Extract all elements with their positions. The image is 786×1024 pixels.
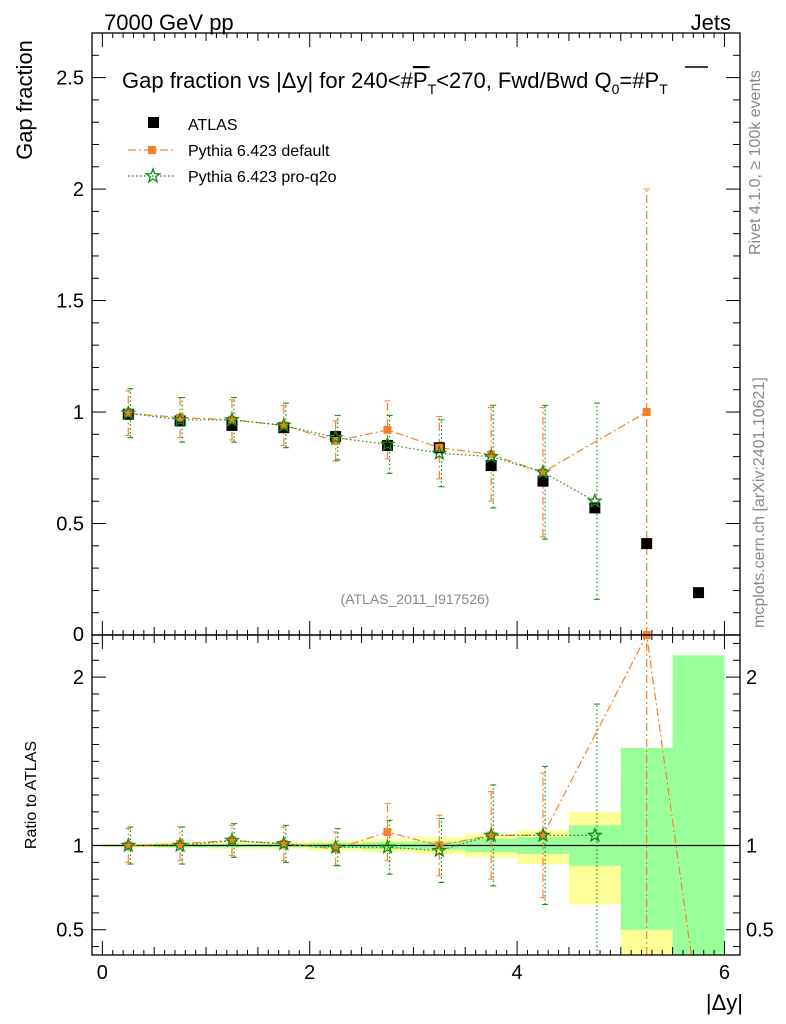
legend: ATLAS Pythia 6.423 default Pythia 6.423 … [128, 117, 337, 186]
ratio-default-point-4 [331, 844, 340, 853]
ratio-ytick-label-left-0: 0.5 [56, 920, 84, 942]
legend-label-default: Pythia 6.423 default [188, 143, 330, 160]
proq2o-point-1 [172, 411, 189, 427]
data-markers [120, 404, 705, 858]
atlas-point-7 [485, 460, 497, 472]
chart-title: Gap fraction vs |Δy| for 240<#PT<270, Fw… [122, 68, 668, 97]
ratio-axis-label: Ratio to ATLAS [23, 741, 40, 849]
default-point-5 [383, 425, 392, 434]
ratio-default-point-0 [124, 841, 133, 850]
top-ytick-label-0: 0.5 [56, 514, 84, 536]
ratio-uncertainty-bands [102, 655, 725, 955]
ratio-proq2o-point-3 [275, 835, 292, 851]
ratio-ytick-label-left-1: 1 [73, 836, 84, 858]
ratio-default-point-3 [279, 839, 288, 848]
xtick-label-2: 4 [512, 962, 523, 984]
top-ytick-label-1: 1 [73, 402, 84, 424]
ratio-proq2o-point-6 [431, 842, 448, 858]
ratio-ytick-label-right-2: 2 [746, 667, 757, 689]
proq2o-point-2 [224, 411, 240, 427]
ratio-default-point-1 [176, 839, 185, 848]
top-ytick-label-zero: 0 [73, 624, 84, 646]
proq2o-point-3 [275, 417, 292, 433]
ratio-proq2o-point-8 [535, 827, 551, 843]
ratio-ytick-label-right-1: 1 [746, 836, 757, 858]
proq2o-point-0 [120, 404, 137, 420]
ratio-ytick-label-right-0: 0.5 [746, 920, 774, 942]
header-left: 7000 GeV pp [104, 10, 234, 35]
proq2o-point-9 [586, 492, 603, 509]
xtick-label-3: 6 [719, 962, 730, 984]
axis-ticks: 0.5 1 1.5 2 2.5 0 0.5 0.5 1 1 2 2 0 2 4 6 [56, 32, 774, 984]
line-default [128, 411, 648, 473]
green-band-11 [672, 655, 725, 955]
legend-label-atlas: ATLAS [188, 117, 238, 134]
xtick-label-0: 0 [97, 962, 108, 984]
ratio-proq2o-point-4 [327, 838, 344, 855]
ratio-default-point-7 [487, 831, 496, 840]
header-right: Jets [691, 10, 731, 35]
default-point-1 [176, 413, 185, 422]
proq2o-point-6 [431, 444, 448, 460]
ratio-proq2o-point-0 [120, 837, 137, 853]
y-axis-label: Gap fraction [12, 40, 37, 160]
legend-marker-proq2o [144, 167, 162, 184]
default-point-0 [124, 409, 133, 418]
atlas-point-9 [589, 502, 601, 514]
atlas-point-4 [330, 431, 342, 443]
legend-marker-atlas [148, 117, 159, 128]
default-point-9 [642, 408, 651, 417]
default-point-2 [227, 415, 236, 424]
proq2o-point-7 [483, 448, 500, 464]
line-proq2o [128, 412, 596, 502]
ratio-default-point-8 [539, 831, 548, 840]
default-point-3 [279, 421, 288, 430]
top-ytick-label-4: 2.5 [56, 68, 84, 90]
proq2o-point-8 [535, 463, 551, 479]
proq2o-point-4 [327, 429, 344, 445]
top-ytick-label-2: 1.5 [56, 291, 84, 313]
default-point-8 [539, 468, 548, 477]
x-axis-label: |Δy| [706, 990, 743, 1015]
legend-label-proq2o: Pythia 6.423 pro-q2o [188, 169, 337, 186]
xtick-label-1: 2 [304, 962, 315, 984]
ratio-default-point-2 [227, 836, 236, 845]
analysis-id: (ATLAS_2011_I917526) [341, 591, 490, 607]
ratio-ytick-label-left-2: 2 [73, 667, 84, 689]
top-ytick-label-3: 2 [73, 179, 84, 201]
ratio-proq2o-point-1 [172, 837, 189, 853]
atlas-point-11 [693, 587, 705, 599]
atlas-point-5 [381, 439, 393, 451]
proq2o-point-5 [379, 436, 396, 452]
atlas-point-8 [537, 475, 549, 487]
chart-texts: 7000 GeV pp Jets Gap fraction Ratio to A… [12, 10, 768, 1015]
ratio-proq2o-point-2 [224, 832, 240, 848]
ratio-proq2o-point-5 [379, 838, 396, 855]
default-point-7 [487, 450, 496, 459]
atlas-point-2 [226, 419, 238, 431]
ratio-proq2o-point-9 [586, 827, 603, 843]
mcplots-label: mcplots.cern.ch [arXiv:2401.10621] [751, 377, 768, 628]
atlas-point-10 [641, 538, 653, 550]
rivet-label: Rivet 4.1.0, ≥ 100k events [747, 70, 764, 255]
ratio-proq2o-point-7 [483, 827, 500, 843]
ratio-line-default [128, 633, 692, 956]
ratio-default-point-5 [383, 828, 392, 837]
legend-marker-default [148, 146, 156, 154]
